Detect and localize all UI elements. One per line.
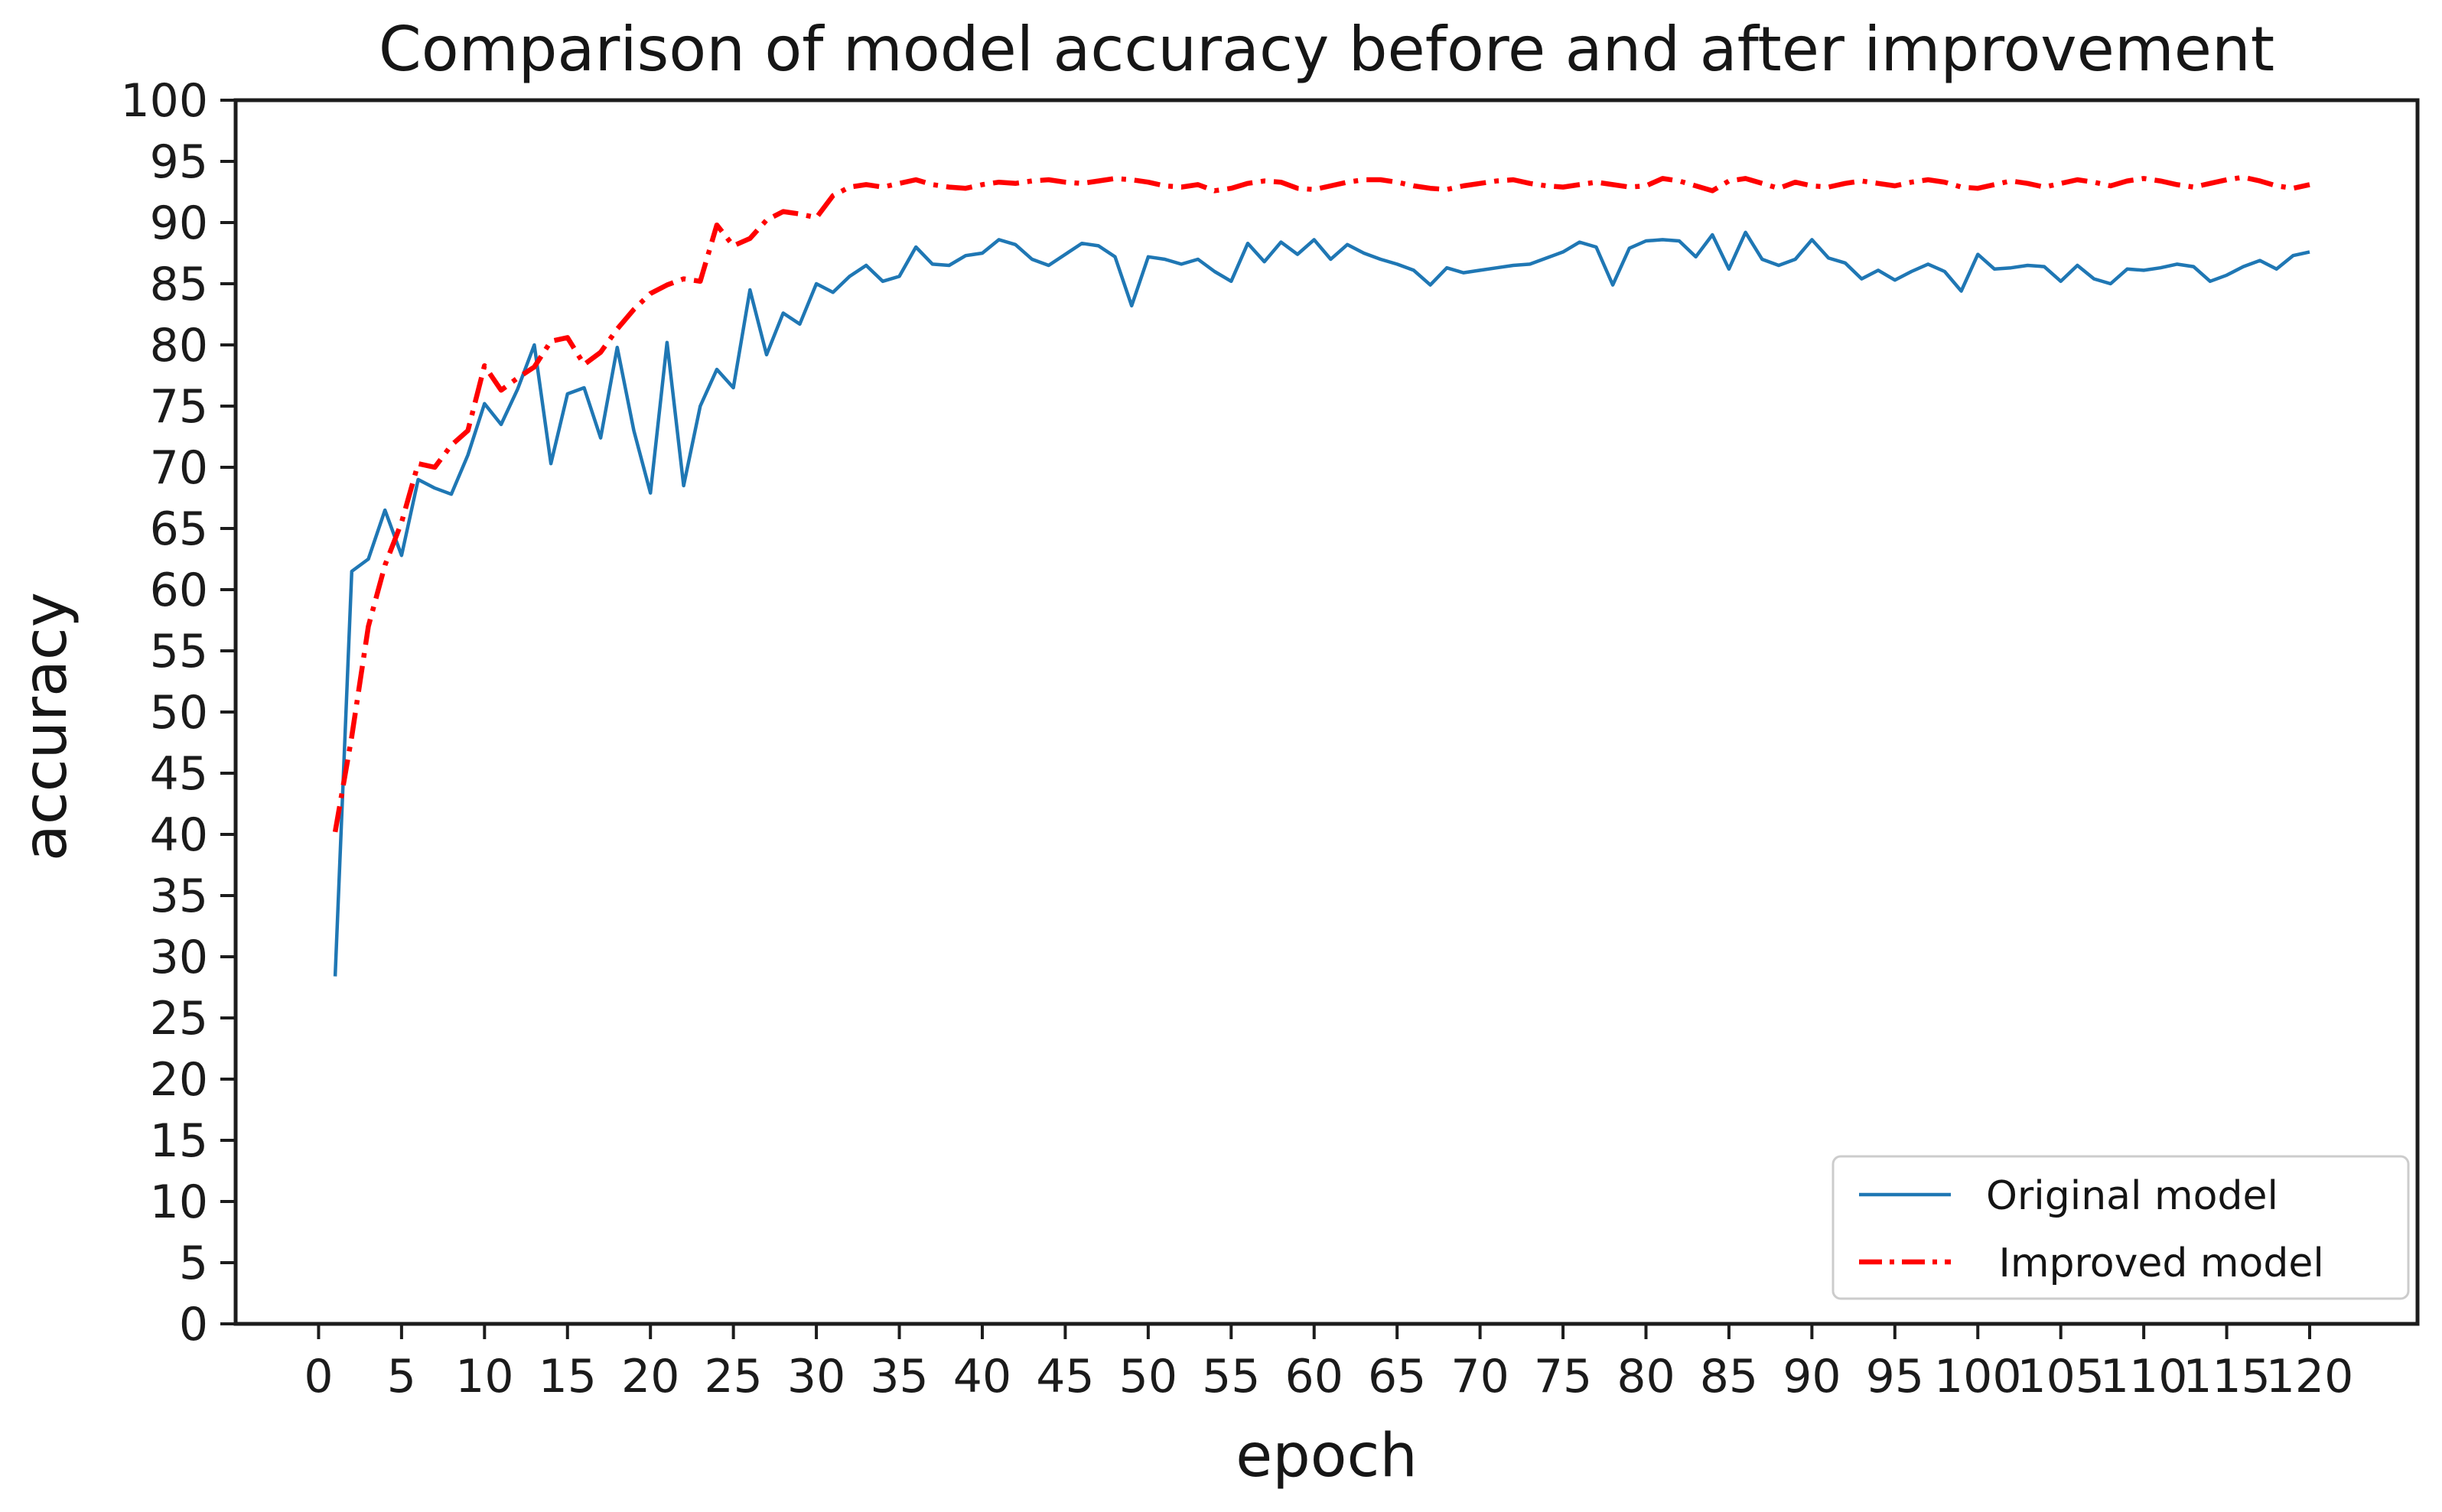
- y-tick-label: 40: [150, 808, 208, 862]
- x-tick-label: 80: [1617, 1350, 1675, 1403]
- y-tick-label: 20: [150, 1053, 208, 1107]
- improved-model-line: [332, 174, 2310, 833]
- y-tick-label: 15: [150, 1114, 208, 1168]
- x-tick-label: 40: [953, 1350, 1011, 1403]
- x-tick-label: 120: [2266, 1350, 2354, 1403]
- legend-label-original: Original model: [1986, 1173, 2278, 1219]
- y-tick-label: 30: [150, 931, 208, 984]
- x-tick-label: 90: [1783, 1350, 1841, 1403]
- x-tick-label: 55: [1202, 1350, 1260, 1403]
- y-tick-label: 90: [150, 197, 208, 250]
- y-axis-label: accuracy: [11, 592, 80, 861]
- x-tick-label: 5: [387, 1350, 416, 1403]
- x-tick-label: 85: [1700, 1350, 1758, 1403]
- y-tick-label: 85: [150, 258, 208, 311]
- x-tick-label: 100: [1934, 1350, 2022, 1403]
- y-tick-label: 80: [150, 319, 208, 372]
- y-tick-label: 50: [150, 686, 208, 740]
- y-tick-label: 70: [150, 441, 208, 495]
- x-tick-label: 65: [1368, 1350, 1426, 1403]
- y-axis-ticks: 0 5 10 15 20 25 30 35 40 45 50 55 60 65 70 75 80 85 90 95 10…: [120, 74, 236, 1351]
- y-tick-label: 0: [179, 1298, 208, 1351]
- x-axis-ticks: 0 5 10 15 20 25 30 35 40 45 50 55 60 65 70 75 80 85 90 95 10…: [304, 1324, 2353, 1403]
- y-tick-label: 5: [179, 1237, 208, 1290]
- chart-title: Comparison of model accuracy before and …: [379, 14, 2274, 85]
- x-tick-label: 35: [870, 1350, 928, 1403]
- x-tick-label: 105: [2017, 1350, 2105, 1403]
- legend-entry-original: Original model: [1859, 1173, 2278, 1219]
- x-tick-label: 30: [787, 1350, 845, 1403]
- x-tick-label: 110: [2100, 1350, 2188, 1403]
- y-tick-label: 75: [150, 380, 208, 434]
- plot-frame: [233, 98, 2420, 1326]
- x-axis-label: epoch: [1236, 1422, 1418, 1491]
- y-tick-label: 95: [150, 135, 208, 189]
- x-tick-label: 50: [1119, 1350, 1177, 1403]
- legend-box: [1832, 1155, 2410, 1300]
- x-tick-label: 75: [1534, 1350, 1592, 1403]
- y-tick-label: 60: [150, 564, 208, 617]
- x-tick-label: 20: [621, 1350, 679, 1403]
- x-tick-label: 15: [539, 1350, 597, 1403]
- x-tick-label: 70: [1451, 1350, 1509, 1403]
- y-tick-label: 55: [150, 625, 208, 678]
- y-tick-label: 25: [150, 992, 208, 1045]
- y-tick-label: 45: [150, 747, 208, 801]
- legend: Original model Improved model: [1832, 1155, 2410, 1300]
- legend-entry-improved: Improved model: [1859, 1240, 2324, 1286]
- legend-label-improved: Improved model: [1986, 1240, 2324, 1286]
- y-tick-label: 100: [120, 74, 208, 128]
- y-tick-label: 10: [150, 1175, 208, 1229]
- x-tick-label: 60: [1285, 1350, 1343, 1403]
- x-tick-label: 95: [1866, 1350, 1924, 1403]
- x-tick-label: 25: [704, 1350, 762, 1403]
- x-tick-label: 10: [455, 1350, 513, 1403]
- x-tick-label: 115: [2183, 1350, 2271, 1403]
- series-lines: [332, 174, 2310, 977]
- x-tick-label: 0: [304, 1350, 333, 1403]
- y-tick-label: 35: [150, 870, 208, 923]
- y-tick-label: 65: [150, 502, 208, 556]
- x-tick-label: 45: [1036, 1350, 1094, 1403]
- original-model-line: [333, 230, 2310, 977]
